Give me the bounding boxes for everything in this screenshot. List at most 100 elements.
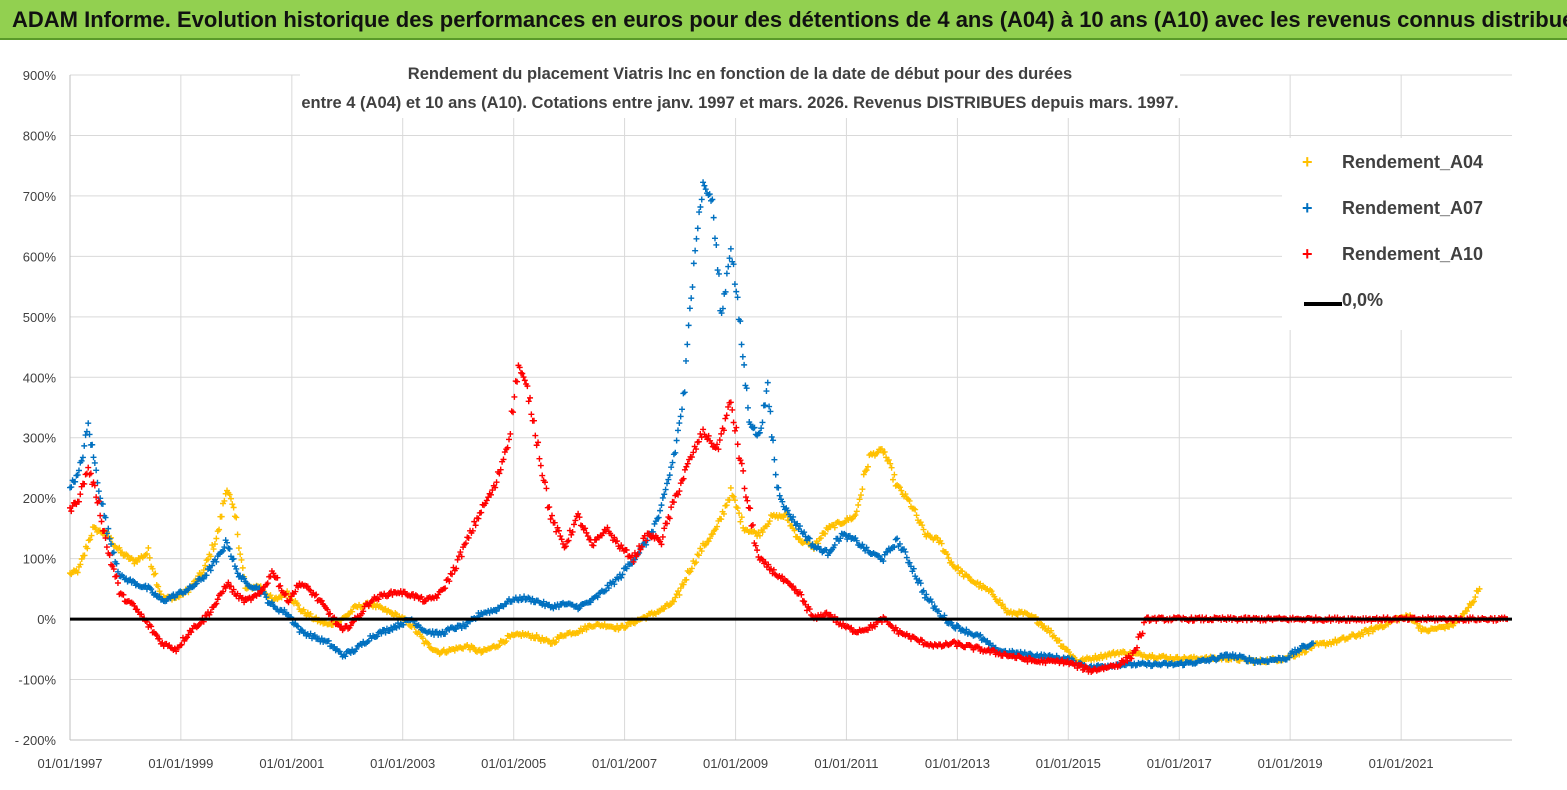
data-point: [751, 424, 758, 431]
data-point: [674, 427, 681, 434]
data-point: [902, 548, 909, 555]
data-point: [110, 566, 117, 573]
data-point: [659, 533, 666, 540]
data-point: [801, 529, 808, 536]
data-point: [690, 449, 697, 456]
data-point: [741, 361, 748, 368]
data-point: [222, 585, 229, 592]
data-point: [507, 430, 514, 437]
data-point: [680, 581, 687, 588]
data-point: [842, 532, 849, 539]
data-point: [211, 541, 218, 548]
data-point: [658, 502, 665, 509]
data-point: [744, 497, 751, 504]
legend-line-zero: [1304, 302, 1342, 306]
data-point: [756, 429, 763, 436]
data-point: [754, 547, 761, 554]
data-point: [465, 534, 472, 541]
data-point: [74, 569, 81, 576]
data-point: [670, 499, 677, 506]
data-point: [723, 270, 730, 277]
data-point: [837, 535, 844, 542]
data-point: [410, 591, 417, 598]
data-point: [959, 568, 966, 575]
data-point: [802, 533, 809, 540]
data-point: [131, 602, 138, 609]
data-point: [928, 599, 935, 606]
data-point: [1149, 652, 1156, 659]
data-point: [696, 209, 703, 216]
data-point: [683, 576, 690, 583]
data-point: [747, 505, 754, 512]
data-point: [677, 585, 684, 592]
data-point: [92, 525, 99, 532]
data-point: [553, 639, 560, 646]
data-point: [207, 567, 214, 574]
data-point: [1117, 661, 1124, 668]
y-tick-label: 900%: [23, 68, 57, 83]
data-point: [715, 270, 722, 277]
data-point: [770, 437, 777, 444]
data-point: [241, 575, 248, 582]
data-point: [87, 470, 94, 477]
data-point: [86, 431, 93, 438]
data-point: [798, 591, 805, 598]
data-point: [375, 596, 382, 603]
data-point: [705, 538, 712, 545]
data-point: [342, 653, 349, 660]
data-point: [88, 532, 95, 539]
data-point: [113, 560, 120, 567]
data-point: [537, 462, 544, 469]
data-point: [631, 549, 638, 556]
data-point: [738, 514, 745, 521]
data-point: [524, 383, 531, 390]
data-point: [472, 522, 479, 529]
data-point: [878, 445, 885, 452]
data-point: [353, 646, 360, 653]
data-point: [681, 389, 688, 396]
data-point: [569, 528, 576, 535]
data-point: [307, 610, 314, 617]
data-point: [876, 553, 883, 560]
data-point: [213, 535, 220, 542]
data-point: [1134, 644, 1141, 651]
data-point: [558, 536, 565, 543]
data-point: [1229, 651, 1236, 658]
data-point: [737, 318, 744, 325]
data-point: [97, 512, 104, 519]
data-point: [156, 588, 163, 595]
data-point: [898, 487, 905, 494]
data-point: [238, 556, 245, 563]
data-point: [77, 491, 84, 498]
data-point: [894, 535, 901, 542]
data-point: [224, 539, 231, 546]
x-tick-label: 01/01/2001: [259, 756, 324, 771]
data-point: [264, 580, 271, 587]
data-point: [725, 403, 732, 410]
data-point: [535, 439, 542, 446]
data-point: [714, 267, 721, 274]
data-point: [221, 544, 228, 551]
data-point: [693, 446, 700, 453]
data-point: [220, 588, 227, 595]
data-point: [766, 518, 773, 525]
x-tick-label: 01/01/2011: [814, 756, 878, 771]
data-point: [453, 625, 460, 632]
data-point: [268, 599, 275, 606]
data-point: [493, 608, 500, 615]
legend-item-zero: 0,0%: [1282, 280, 1512, 326]
data-point: [520, 374, 527, 381]
data-point: [944, 551, 951, 558]
legend-marker-a10: +: [1302, 244, 1313, 264]
data-point: [90, 479, 97, 486]
data-point: [715, 446, 722, 453]
data-point: [1220, 654, 1227, 661]
data-point: [87, 536, 94, 543]
data-point: [685, 322, 692, 329]
data-point: [688, 565, 695, 572]
data-point: [442, 630, 449, 637]
y-tick-label: 800%: [23, 128, 57, 143]
legend-item-a04: + Rendement_A04: [1282, 142, 1512, 188]
data-point: [738, 341, 745, 348]
data-point: [216, 526, 223, 533]
